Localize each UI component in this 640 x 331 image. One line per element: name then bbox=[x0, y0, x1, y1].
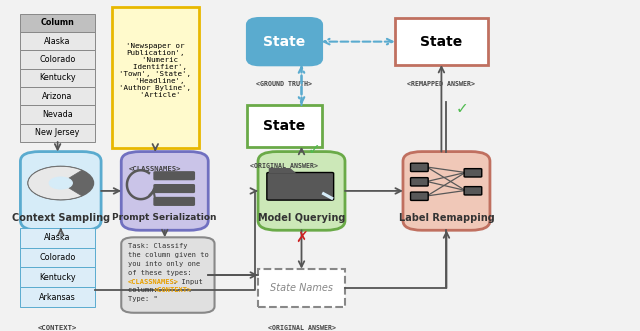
Text: State: State bbox=[420, 35, 463, 49]
Text: State Names: State Names bbox=[270, 283, 333, 293]
Bar bbox=[20, 69, 95, 87]
FancyBboxPatch shape bbox=[410, 178, 428, 186]
Bar bbox=[20, 248, 95, 267]
Text: <CLASSNAMES>: <CLASSNAMES> bbox=[127, 279, 179, 285]
FancyBboxPatch shape bbox=[464, 187, 482, 195]
Text: State: State bbox=[264, 119, 306, 133]
Text: 'Newspaper or
Publication',
  'Numeric
  Identifier',
'Town', 'State',
  'Headli: 'Newspaper or Publication', 'Numeric Ide… bbox=[119, 43, 191, 98]
Bar bbox=[20, 287, 95, 307]
Circle shape bbox=[28, 166, 93, 200]
Text: Colorado: Colorado bbox=[40, 55, 76, 64]
Bar bbox=[112, 7, 199, 148]
Text: Context Sampling: Context Sampling bbox=[12, 213, 110, 223]
FancyBboxPatch shape bbox=[410, 192, 428, 201]
Text: Colorado: Colorado bbox=[40, 253, 76, 262]
Text: ✓: ✓ bbox=[308, 142, 321, 157]
Bar bbox=[395, 18, 488, 65]
Bar bbox=[20, 105, 95, 123]
Bar bbox=[20, 87, 95, 105]
Text: Kentucky: Kentucky bbox=[39, 73, 76, 82]
Bar bbox=[247, 105, 322, 147]
Text: Model Querying: Model Querying bbox=[258, 213, 345, 223]
FancyBboxPatch shape bbox=[464, 168, 482, 177]
FancyBboxPatch shape bbox=[258, 152, 345, 230]
Text: <CONTEXT>: <CONTEXT> bbox=[38, 325, 77, 331]
Bar bbox=[258, 269, 345, 307]
FancyBboxPatch shape bbox=[121, 237, 214, 313]
Text: Alaska: Alaska bbox=[44, 233, 71, 242]
Text: <REMAPPED ANSWER>: <REMAPPED ANSWER> bbox=[408, 81, 476, 87]
Text: column:: column: bbox=[127, 288, 161, 294]
FancyBboxPatch shape bbox=[154, 185, 195, 192]
Bar bbox=[20, 123, 95, 142]
Text: <ORIGINAL ANSWER>: <ORIGINAL ANSWER> bbox=[268, 325, 335, 331]
Wedge shape bbox=[28, 166, 82, 200]
Bar bbox=[20, 50, 95, 69]
FancyBboxPatch shape bbox=[247, 18, 322, 65]
Bar bbox=[20, 228, 95, 248]
Polygon shape bbox=[269, 168, 296, 173]
Text: Arizona: Arizona bbox=[42, 92, 73, 101]
Text: <CONTEXT>: <CONTEXT> bbox=[154, 288, 192, 294]
Text: .: . bbox=[188, 288, 192, 294]
Text: ✗: ✗ bbox=[295, 231, 308, 246]
Text: Column: Column bbox=[41, 18, 74, 27]
Text: Arkansas: Arkansas bbox=[39, 293, 76, 302]
Text: Kentucky: Kentucky bbox=[39, 273, 76, 282]
Text: <CLASSNAMES>: <CLASSNAMES> bbox=[129, 166, 182, 172]
Text: Label Remapping: Label Remapping bbox=[399, 213, 494, 223]
Text: . Input: . Input bbox=[173, 279, 203, 285]
Text: Task: Classify: Task: Classify bbox=[127, 243, 187, 249]
Text: Type: ": Type: " bbox=[127, 296, 157, 302]
Text: the column given to: the column given to bbox=[127, 252, 208, 258]
FancyBboxPatch shape bbox=[410, 163, 428, 171]
FancyBboxPatch shape bbox=[121, 152, 208, 230]
FancyBboxPatch shape bbox=[403, 152, 490, 230]
Bar bbox=[20, 267, 95, 287]
Bar bbox=[20, 32, 95, 50]
FancyBboxPatch shape bbox=[154, 198, 195, 205]
Text: of these types:: of these types: bbox=[127, 270, 191, 276]
Circle shape bbox=[49, 177, 72, 189]
Text: ✓: ✓ bbox=[456, 101, 468, 116]
Text: State: State bbox=[264, 35, 306, 49]
FancyBboxPatch shape bbox=[267, 172, 333, 200]
Text: <GROUND TRUTH>: <GROUND TRUTH> bbox=[257, 81, 312, 87]
Text: Alaska: Alaska bbox=[44, 36, 71, 46]
Text: Prompt Serialization: Prompt Serialization bbox=[113, 213, 217, 222]
Text: Nevada: Nevada bbox=[42, 110, 73, 119]
Text: you into only one: you into only one bbox=[127, 261, 200, 267]
FancyBboxPatch shape bbox=[154, 172, 195, 179]
Text: <ORIGINAL ANSWER>: <ORIGINAL ANSWER> bbox=[250, 163, 319, 169]
Bar bbox=[20, 14, 95, 32]
FancyBboxPatch shape bbox=[20, 152, 101, 230]
Text: New Jersey: New Jersey bbox=[35, 128, 80, 137]
